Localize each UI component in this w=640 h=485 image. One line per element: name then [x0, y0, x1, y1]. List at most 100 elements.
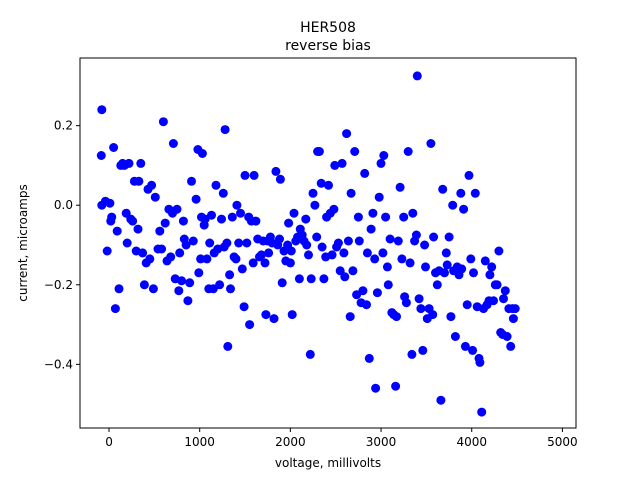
data-point — [345, 312, 355, 322]
data-point — [102, 246, 112, 256]
data-point — [294, 274, 304, 284]
data-point — [138, 248, 148, 258]
data-point — [211, 180, 221, 190]
data-point — [364, 353, 374, 363]
data-point — [112, 226, 122, 236]
y-tick-label: −0.2 — [44, 278, 73, 292]
data-point — [188, 236, 198, 246]
data-point — [395, 182, 405, 192]
data-point — [220, 125, 230, 135]
data-point — [205, 238, 215, 248]
data-point — [97, 105, 107, 115]
data-point — [194, 268, 204, 278]
data-point — [239, 302, 249, 312]
data-point — [264, 248, 274, 258]
y-axis-ticks: −0.4 −0.2 0.0 0.2 — [44, 119, 80, 371]
data-point — [196, 254, 206, 264]
data-point — [305, 349, 315, 359]
data-point — [470, 188, 480, 198]
data-point — [446, 312, 456, 322]
data-point — [302, 240, 312, 250]
data-point — [197, 149, 207, 158]
data-point — [286, 246, 296, 256]
data-point — [160, 218, 170, 228]
data-point — [360, 168, 370, 178]
data-point — [457, 264, 467, 274]
data-point — [319, 274, 329, 284]
data-point — [181, 240, 191, 250]
data-point — [500, 286, 510, 296]
data-point — [381, 212, 391, 222]
data-point — [397, 254, 407, 264]
data-point — [191, 194, 201, 204]
y-axis-label: current, microamps — [16, 184, 30, 301]
data-point — [340, 272, 350, 282]
y-tick-label: −0.4 — [44, 357, 73, 371]
data-point — [168, 139, 178, 148]
data-point — [354, 236, 364, 246]
data-point — [227, 212, 237, 222]
data-point — [379, 151, 389, 160]
data-point — [327, 250, 337, 260]
data-point — [460, 341, 470, 351]
data-point — [96, 151, 106, 160]
data-point — [107, 212, 117, 222]
data-point — [301, 214, 311, 224]
x-tick-label: 1000 — [184, 435, 215, 449]
data-point — [122, 238, 132, 248]
data-point — [145, 254, 155, 264]
data-point — [405, 258, 415, 268]
data-point — [312, 232, 322, 242]
data-point — [391, 381, 401, 391]
data-point — [480, 256, 490, 266]
plot-frame — [79, 57, 577, 429]
data-point — [412, 71, 422, 81]
data-point — [436, 395, 446, 405]
data-point — [330, 160, 340, 170]
data-point — [285, 258, 295, 268]
data-point — [383, 280, 393, 290]
data-point — [401, 298, 411, 308]
chart-title: HER508 — [300, 20, 356, 36]
x-tick-label: 4000 — [456, 435, 487, 449]
data-point — [370, 254, 380, 264]
data-point — [136, 158, 146, 168]
data-point — [346, 188, 356, 198]
data-point — [468, 345, 478, 355]
data-point — [456, 188, 466, 198]
data-point — [147, 180, 157, 190]
x-axis-ticks: 0 1000 2000 3000 4000 5000 — [105, 428, 578, 449]
x-axis-label: voltage, millivolts — [275, 456, 381, 470]
data-point — [442, 260, 452, 270]
data-point — [155, 226, 165, 236]
data-point — [444, 232, 454, 242]
data-point — [284, 218, 294, 228]
data-point — [414, 294, 424, 304]
data-point — [222, 238, 232, 248]
data-point — [232, 200, 242, 210]
data-point — [438, 184, 448, 194]
data-point — [421, 262, 430, 272]
data-point — [337, 158, 347, 168]
data-point — [166, 252, 176, 262]
data-point — [260, 258, 270, 268]
data-point — [348, 266, 358, 276]
data-point — [139, 280, 149, 290]
data-point — [256, 250, 266, 260]
data-point — [105, 198, 115, 208]
data-point — [353, 212, 363, 222]
data-point — [411, 230, 421, 240]
data-point — [489, 296, 498, 306]
data-point — [399, 212, 409, 222]
data-point — [225, 270, 235, 280]
x-tick-label: 2000 — [275, 435, 306, 449]
data-point — [158, 117, 168, 127]
data-point — [407, 349, 417, 359]
data-point — [385, 234, 395, 244]
data-point — [464, 170, 474, 180]
data-point — [177, 276, 187, 286]
data-point — [128, 216, 138, 226]
data-point — [261, 310, 271, 320]
data-point — [217, 214, 226, 224]
data-point — [416, 304, 426, 314]
